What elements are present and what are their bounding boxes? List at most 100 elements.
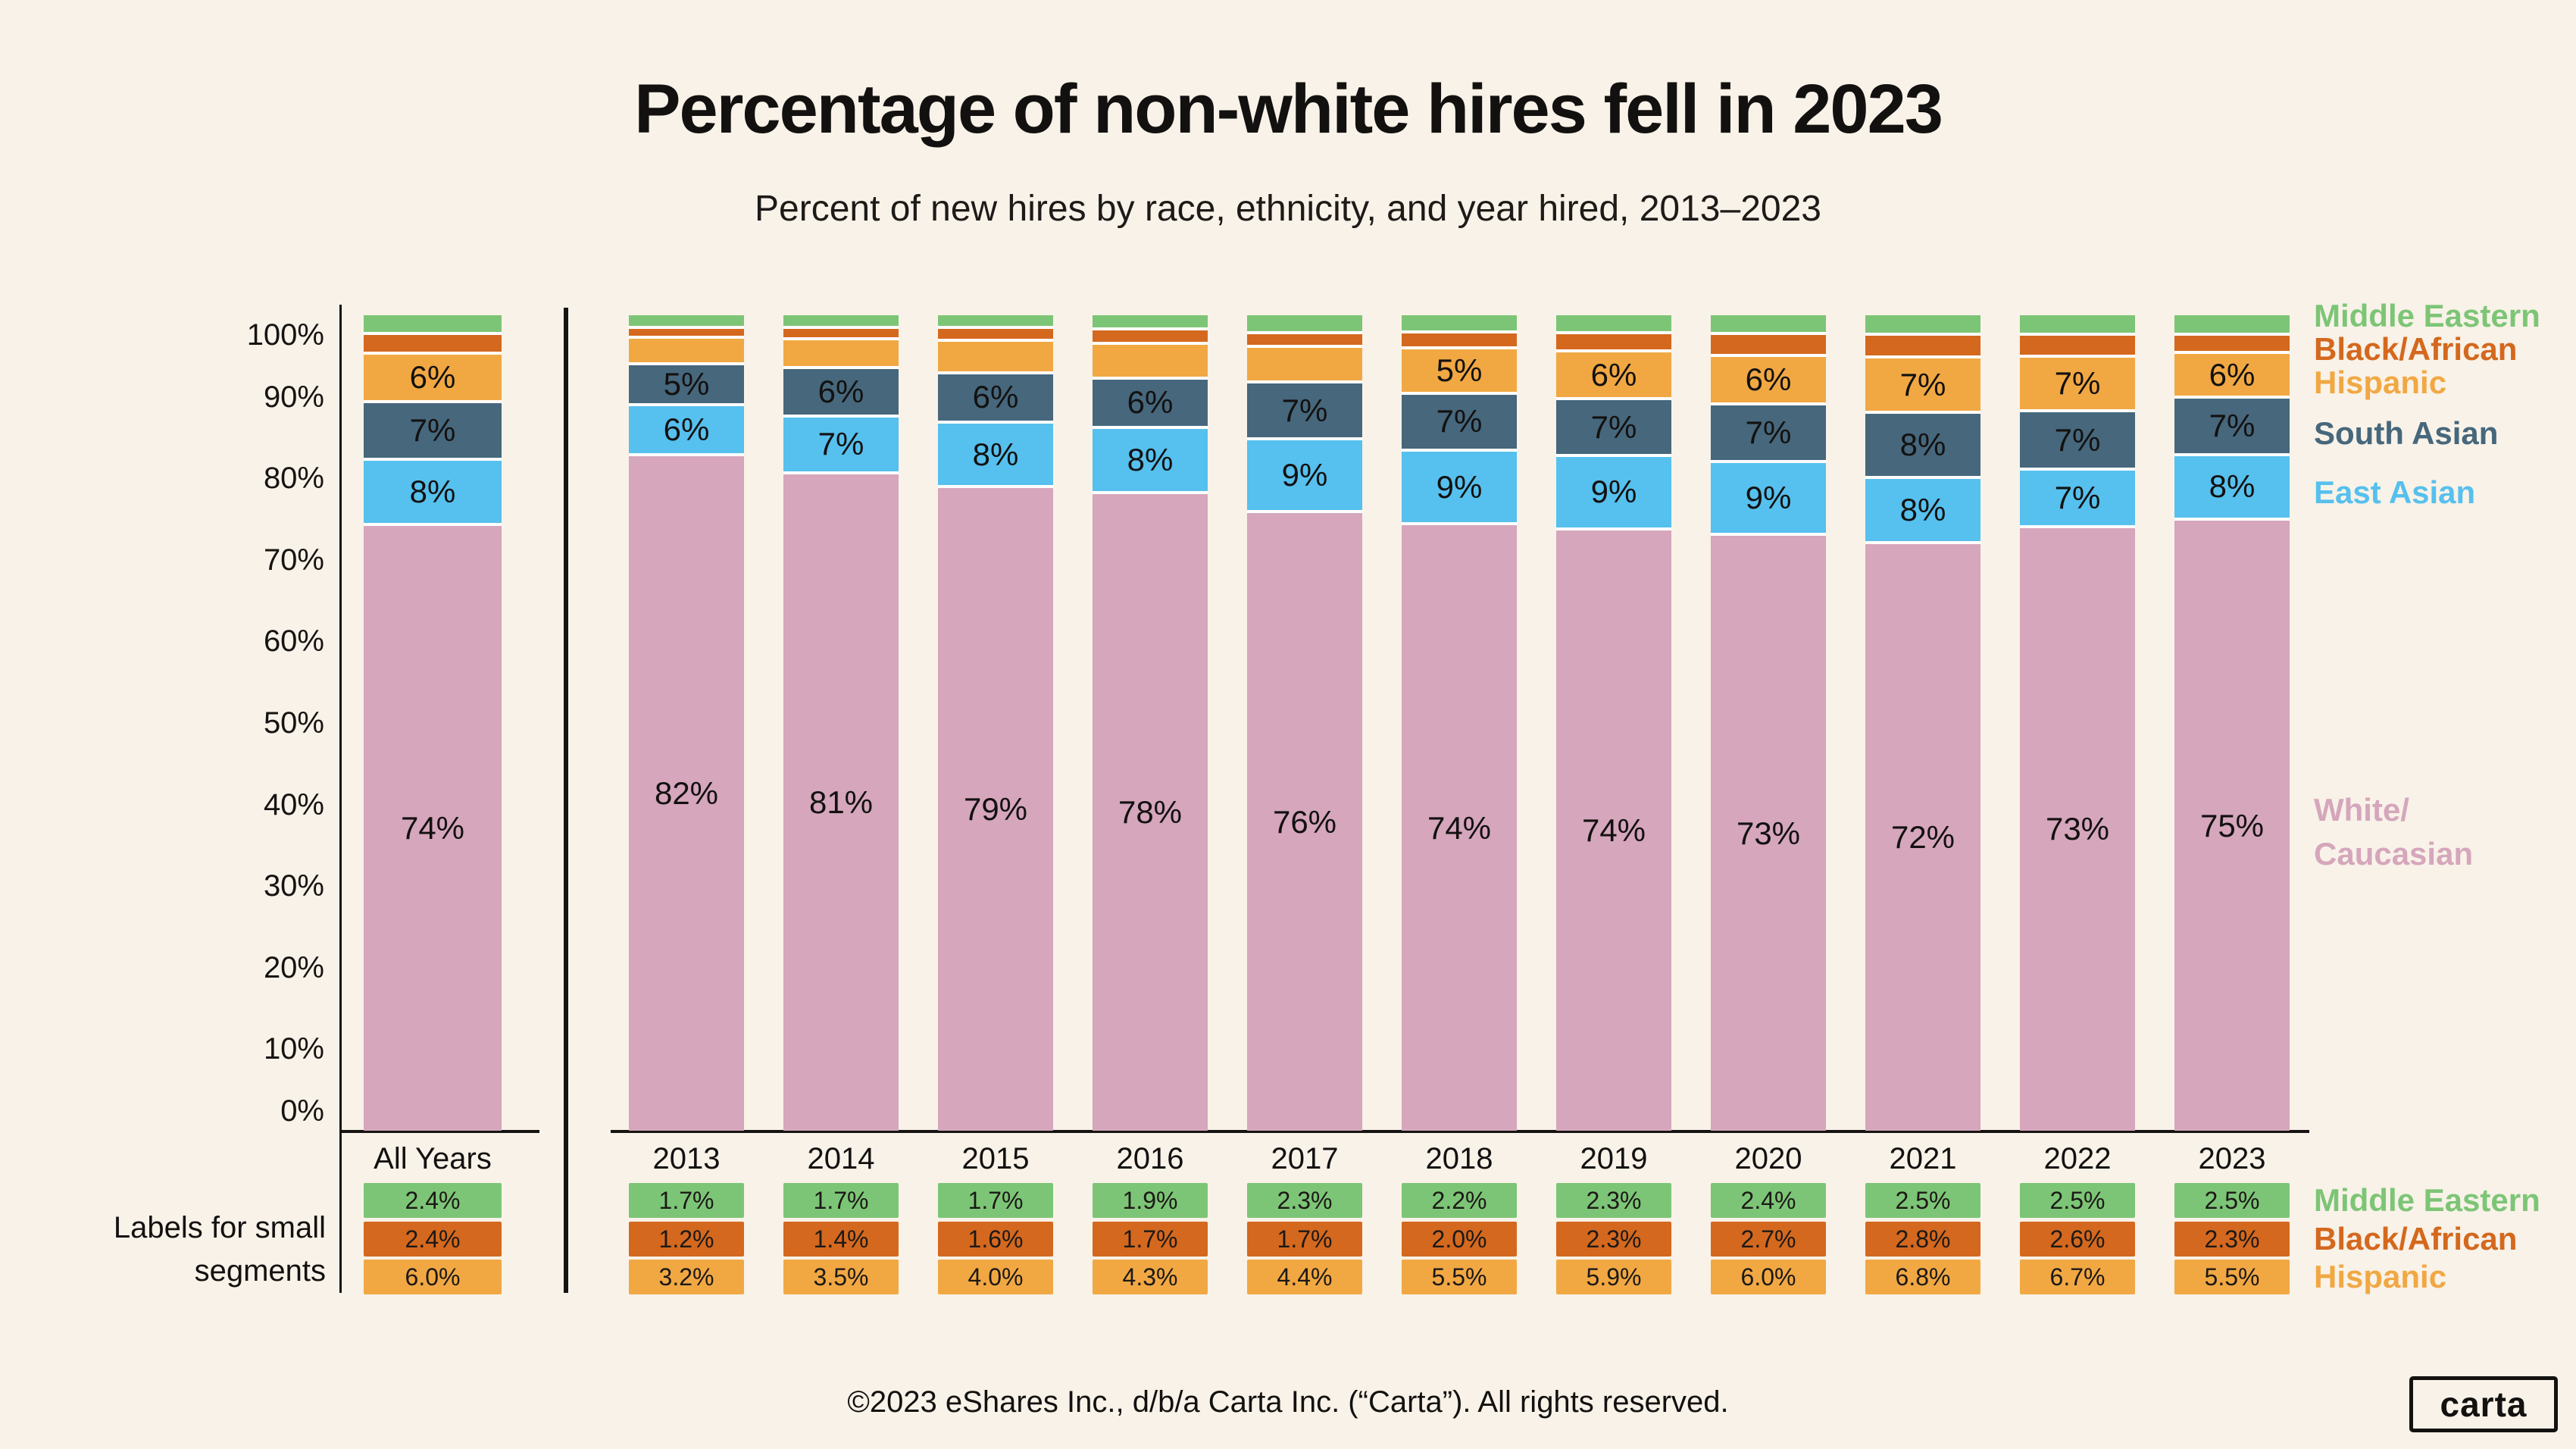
segment-value-label: 8% [1899,427,1946,463]
y-tick-label: 100% [246,318,324,352]
bottom-legend-hispanic: Hispanic [2314,1259,2447,1294]
segment-value-label: 6% [409,359,456,396]
chip-middle-eastern: 2.3% [1556,1183,1671,1218]
segment-value-label: 6% [972,379,1019,415]
bar-segment-black-african [629,329,744,340]
bar-segment-hispanic [938,342,1053,375]
bar-segment-middle-eastern [1093,315,1208,331]
bar-segment-south-asian: 7% [364,403,502,461]
bar-segment-middle-eastern [1247,315,1362,334]
chip-black-african: 2.7% [1711,1222,1826,1257]
x-tick-label: 2019 [1580,1142,1648,1175]
legend-south-asian: South Asian [2314,415,2499,451]
y-tick-label: 70% [263,543,324,577]
segment-value-label: 7% [818,426,864,462]
bar-segment-white-caucasian: 74% [364,526,502,1131]
bar-segment-east-asian: 6% [629,406,744,456]
bar-segment-middle-eastern [1402,315,1517,333]
bar-segment-white-caucasian: 79% [938,488,1053,1131]
bar-segment-south-asian: 6% [1093,380,1208,429]
bar-segment-east-asian: 7% [783,417,899,474]
bar-column-2022: 7% 7% 7% 73% [2020,315,2135,1131]
bar-segment-east-asian: 9% [1247,440,1362,514]
segment-value-label: 76% [1272,803,1337,840]
bar-segment-east-asian: 8% [2174,455,2290,521]
bar-segment-white-caucasian: 73% [1711,536,1826,1131]
x-tick-label: 2015 [961,1142,1030,1175]
bar-segment-black-african [2174,335,2290,355]
chip-hispanic: 6.0% [1711,1260,1826,1294]
bar-segment-hispanic: 6% [1711,356,1826,406]
x-tick-label: 2013 [652,1142,721,1175]
footer-copyright: ©2023 eShares Inc., d/b/a Carta Inc. (“C… [847,1385,1729,1419]
bar-segment-hispanic [1247,347,1362,383]
bar-segment-white-caucasian: 73% [2020,527,2135,1131]
bar-segment-middle-eastern [783,315,899,330]
segment-value-label: 7% [1281,392,1328,428]
x-tick-label: 2023 [2198,1142,2266,1175]
chip-hispanic: 5.9% [1556,1260,1671,1294]
chip-middle-eastern: 1.7% [629,1183,744,1218]
bar-segment-south-asian: 7% [2020,412,2135,471]
bar-column-2023: 6% 7% 8% 75% [2174,315,2290,1131]
y-axis-line [339,305,342,1293]
bar-segment-south-asian: 8% [1865,414,1980,480]
bar-segment-south-asian: 7% [1711,405,1826,463]
bar-segment-white-caucasian: 74% [1402,525,1517,1131]
y-tick-label: 40% [263,787,324,822]
x-tick-label: All Years [374,1142,492,1175]
segment-value-label: 6% [818,373,864,409]
bar-column-2020: 6% 7% 9% 73% [1711,315,1826,1131]
x-axis-baseline-years [611,1130,2309,1133]
y-tick-label: 60% [263,624,324,659]
y-tick-label: 90% [263,380,324,414]
bar-column-2019: 6% 7% 9% 74% [1556,315,1671,1131]
chip-hispanic: 6.7% [2020,1260,2135,1294]
bar-column-2015: 6% 8% 79% [938,315,1053,1131]
bar-segment-black-african [1402,333,1517,350]
bar-segment-white-caucasian: 75% [2174,521,2290,1131]
chip-black-african: 1.2% [629,1222,744,1257]
bar-segment-hispanic: 6% [1556,352,1671,401]
chip-hispanic: 4.4% [1247,1260,1362,1294]
bar-segment-black-african [364,334,502,355]
bar-segment-hispanic: 6% [2174,354,2290,399]
segment-value-label: 6% [1590,356,1637,393]
segment-value-label: 75% [2199,807,2265,843]
x-tick-label: 2021 [1889,1142,1957,1175]
segment-value-label: 79% [963,791,1028,828]
chip-black-african: 2.4% [364,1222,502,1257]
bar-segment-hispanic: 7% [2020,357,2135,413]
chip-middle-eastern: 1.7% [938,1183,1053,1218]
chip-black-african: 1.7% [1247,1222,1362,1257]
bar-segment-south-asian: 6% [783,368,899,418]
y-tick-label: 30% [263,869,324,903]
segment-value-label: 74% [1581,812,1646,848]
segment-value-label: 9% [1281,457,1328,493]
bar-segment-east-asian: 9% [1711,462,1826,537]
segment-value-label: 5% [663,366,710,402]
segment-value-label: 7% [2054,479,2101,515]
segment-value-label: 6% [2209,356,2256,393]
bar-column-2021: 7% 8% 8% 72% [1865,315,1980,1131]
segment-value-label: 74% [1427,809,1492,846]
segment-value-label: 7% [2054,421,2101,458]
segment-value-label: 82% [654,775,719,811]
bar-segment-white-caucasian: 76% [1247,513,1362,1131]
bar-segment-east-asian: 8% [938,423,1053,489]
chip-middle-eastern: 2.3% [1247,1183,1362,1218]
x-tick-label: 2017 [1271,1142,1339,1175]
chip-black-african: 2.8% [1865,1222,1980,1257]
x-tick-label: 2020 [1734,1142,1802,1175]
bar-segment-east-asian: 8% [1093,428,1208,494]
bar-segment-black-african [938,329,1053,343]
segment-value-label: 8% [972,436,1019,472]
y-tick-label: 80% [263,462,324,496]
chip-middle-eastern: 2.2% [1402,1183,1517,1218]
bar-segment-south-asian: 7% [2174,399,2290,456]
bar-column-2014: 6% 7% 81% [783,315,899,1131]
legend-east-asian: East Asian [2314,474,2476,510]
segment-value-label: 9% [1436,468,1483,505]
segment-value-label: 9% [1590,474,1637,510]
